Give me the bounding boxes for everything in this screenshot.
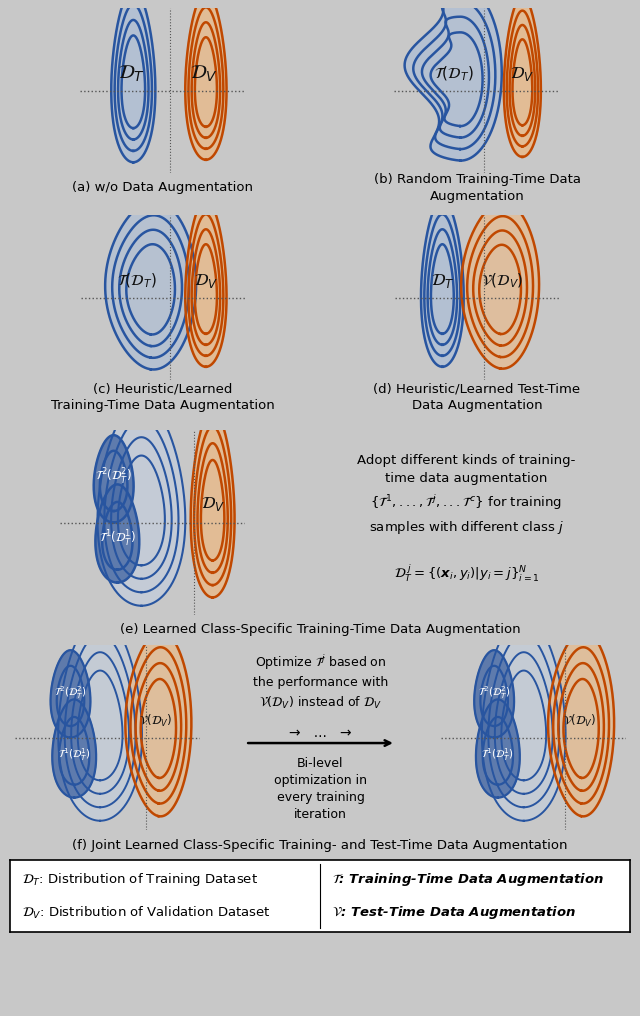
Polygon shape bbox=[185, 0, 227, 160]
Text: $\mathcal{D}_V$: $\mathcal{D}_V$ bbox=[190, 64, 218, 84]
Text: $\mathcal{D}_V$: $\mathcal{D}_V$ bbox=[194, 272, 218, 290]
Text: Bi-level
optimization in
every training
iteration: Bi-level optimization in every training … bbox=[274, 757, 367, 821]
Polygon shape bbox=[58, 616, 142, 821]
Polygon shape bbox=[52, 699, 96, 798]
Text: (a) w/o Data Augmentation: (a) w/o Data Augmentation bbox=[72, 181, 253, 194]
Text: $\mathcal{D}_V$: Distribution of Validation Dataset: $\mathcal{D}_V$: Distribution of Validat… bbox=[22, 904, 271, 920]
Text: $\mathcal{V}(\mathcal{D}_V)$: $\mathcal{V}(\mathcal{D}_V)$ bbox=[481, 272, 523, 291]
Polygon shape bbox=[504, 0, 541, 156]
Text: $\mathcal{T}^1(\mathcal{D}_T^1)$: $\mathcal{T}^1(\mathcal{D}_T^1)$ bbox=[99, 529, 136, 549]
Text: (d) Heuristic/Learned Test-Time
Data Augmentation: (d) Heuristic/Learned Test-Time Data Aug… bbox=[373, 382, 580, 412]
Polygon shape bbox=[51, 650, 90, 738]
Text: $\mathcal{T}(\mathcal{D}_T)$: $\mathcal{T}(\mathcal{D}_T)$ bbox=[116, 272, 156, 291]
Polygon shape bbox=[111, 0, 156, 163]
Polygon shape bbox=[93, 435, 134, 522]
Text: (e) Learned Class-Specific Training-Time Data Augmentation: (e) Learned Class-Specific Training-Time… bbox=[120, 624, 520, 636]
Text: Adopt different kinds of training-
time data augmentation
$\{\mathcal{T}^1,...,\: Adopt different kinds of training- time … bbox=[357, 454, 576, 583]
Polygon shape bbox=[95, 485, 140, 582]
Polygon shape bbox=[461, 202, 539, 369]
Text: $\mathcal{D}_T$: Distribution of Training Dataset: $\mathcal{D}_T$: Distribution of Trainin… bbox=[22, 871, 259, 888]
Polygon shape bbox=[474, 650, 514, 738]
Polygon shape bbox=[105, 201, 196, 370]
Text: $\mathcal{T}$: Training-Time Data Augmentation: $\mathcal{T}$: Training-Time Data Augmen… bbox=[332, 871, 605, 888]
Text: $\mathcal{V}(\mathcal{D}_V)$: $\mathcal{V}(\mathcal{D}_V)$ bbox=[139, 713, 172, 728]
Text: $\mathcal{D}_T$: $\mathcal{D}_T$ bbox=[431, 272, 454, 290]
Text: $\mathcal{V}$: Test-Time Data Augmentation: $\mathcal{V}$: Test-Time Data Augmentati… bbox=[332, 904, 577, 922]
Text: $\mathcal{D}_T$: $\mathcal{D}_T$ bbox=[118, 64, 145, 84]
Polygon shape bbox=[125, 631, 191, 816]
Text: $\mathcal{T}^1(\mathcal{D}_T^1)$: $\mathcal{T}^1(\mathcal{D}_T^1)$ bbox=[481, 746, 515, 763]
Text: (b) Random Training-Time Data
Augmentation: (b) Random Training-Time Data Augmentati… bbox=[374, 173, 580, 203]
Polygon shape bbox=[191, 409, 235, 597]
Text: $\mathcal{V}(\mathcal{D}_V)$: $\mathcal{V}(\mathcal{D}_V)$ bbox=[563, 713, 596, 728]
Polygon shape bbox=[404, 0, 502, 161]
Polygon shape bbox=[476, 699, 520, 798]
Polygon shape bbox=[421, 199, 464, 367]
Text: $\mathcal{T}^2(\mathcal{D}_T^2)$: $\mathcal{T}^2(\mathcal{D}_T^2)$ bbox=[95, 467, 132, 487]
Text: $\mathcal{T}^2(\mathcal{D}_T^2)$: $\mathcal{T}^2(\mathcal{D}_T^2)$ bbox=[54, 684, 87, 701]
Text: (c) Heuristic/Learned
Training-Time Data Augmentation: (c) Heuristic/Learned Training-Time Data… bbox=[51, 382, 275, 412]
Text: $\mathcal{T}^1(\mathcal{D}_T^1)$: $\mathcal{T}^1(\mathcal{D}_T^1)$ bbox=[58, 746, 91, 763]
Text: $\mathcal{D}_V$: $\mathcal{D}_V$ bbox=[200, 495, 225, 513]
Polygon shape bbox=[185, 199, 227, 367]
Text: $\mathcal{T}^2(\mathcal{D}_T^2)$: $\mathcal{T}^2(\mathcal{D}_T^2)$ bbox=[477, 684, 511, 701]
Text: Optimize $\mathcal{T}^j$ based on
the performance with
$\mathcal{V}(\mathcal{D}_: Optimize $\mathcal{T}^j$ based on the pe… bbox=[253, 653, 388, 711]
Text: $\mathcal{D}_V$: $\mathcal{D}_V$ bbox=[510, 65, 534, 83]
Polygon shape bbox=[482, 616, 566, 821]
Polygon shape bbox=[548, 631, 614, 816]
Text: $\mathcal{T}(\mathcal{D}_T)$: $\mathcal{T}(\mathcal{D}_T)$ bbox=[434, 65, 474, 83]
Text: (f) Joint Learned Class-Specific Training- and Test-Time Data Augmentation: (f) Joint Learned Class-Specific Trainin… bbox=[72, 838, 568, 851]
Polygon shape bbox=[97, 400, 186, 606]
Text: →   ...   →: → ... → bbox=[289, 725, 352, 740]
